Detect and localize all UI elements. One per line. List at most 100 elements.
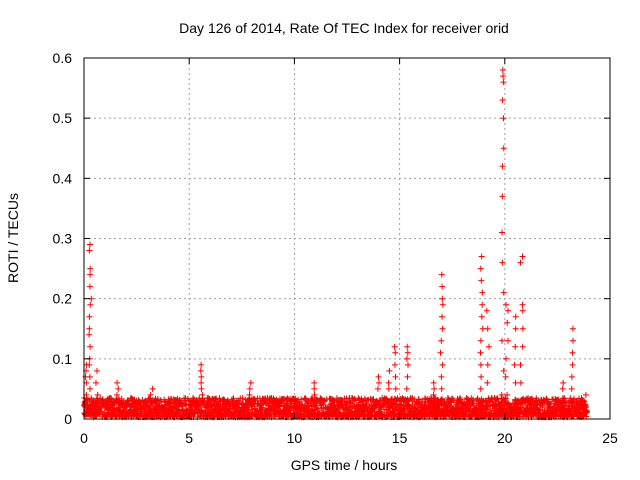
data-point: [94, 391, 101, 398]
data-point: [570, 337, 576, 344]
data-point: [86, 247, 93, 254]
data-point: [517, 379, 524, 386]
data-point: [87, 265, 94, 272]
data-point: [512, 325, 519, 332]
data-point: [483, 397, 490, 404]
data-point: [391, 343, 398, 350]
data-point: [86, 313, 93, 320]
data-point: [502, 373, 509, 380]
data-point: [86, 397, 93, 404]
data-point: [392, 385, 399, 392]
data-point: [247, 379, 254, 386]
data-point: [439, 325, 446, 332]
data-point: [375, 373, 382, 380]
data-point: [499, 259, 506, 266]
data-point: [477, 349, 484, 356]
data-point: [518, 397, 525, 404]
data-point: [431, 385, 438, 392]
data-point: [87, 343, 94, 350]
y-tick-label: 0.3: [53, 231, 73, 247]
data-point: [519, 253, 526, 260]
y-tick-labels: 0 0.1 0.2 0.3 0.4 0.5 0.6: [53, 50, 73, 427]
data-point: [519, 325, 526, 332]
y-tick-label: 0.5: [53, 110, 73, 126]
data-point: [437, 349, 444, 356]
data-point: [500, 289, 507, 296]
data-point: [568, 373, 575, 380]
data-point: [582, 404, 589, 410]
data-point: [431, 397, 438, 404]
data-point: [430, 391, 437, 398]
data-point: [86, 331, 93, 338]
data-point: [584, 409, 590, 416]
data-point: [115, 397, 122, 404]
data-point: [519, 301, 526, 308]
y-tick-label: 0.4: [53, 170, 73, 186]
data-point: [479, 289, 486, 296]
y-tick-label: 0.6: [53, 50, 73, 66]
data-point: [87, 301, 94, 308]
data-point: [437, 397, 444, 404]
data-point: [502, 395, 509, 402]
data-point: [483, 307, 490, 314]
data-point: [569, 349, 576, 356]
data-point: [114, 379, 121, 386]
data-point: [499, 67, 506, 73]
axis-ticks: [83, 57, 611, 420]
data-point: [504, 391, 511, 398]
data-point: [311, 385, 318, 392]
data-point: [477, 385, 484, 392]
data-point: [580, 397, 587, 404]
data-point: [245, 408, 252, 415]
data-point: [568, 385, 575, 392]
data-point: [197, 397, 204, 404]
data-point: [93, 379, 99, 386]
data-point: [86, 283, 93, 290]
data-point: [499, 97, 506, 104]
data-point: [385, 379, 392, 386]
y-tick-label: 0: [64, 411, 72, 427]
data-point: [94, 367, 100, 374]
data-point: [477, 265, 484, 272]
x-tick-labels: 0 5 10 15 20 25: [80, 430, 618, 446]
data-point: [519, 343, 526, 350]
x-tick-label: 25: [602, 430, 618, 446]
data-point: [198, 361, 205, 368]
data-point: [512, 313, 519, 320]
x-tick-label: 5: [185, 430, 193, 446]
data-point: [114, 391, 120, 398]
data-point: [246, 391, 253, 398]
data-point: [376, 397, 383, 404]
data-point: [499, 163, 506, 170]
data-point: [517, 259, 524, 266]
data-point: [478, 253, 485, 260]
data-point: [403, 355, 410, 362]
data-point: [370, 396, 377, 403]
data-point: [581, 401, 588, 408]
data-point: [392, 373, 399, 380]
data-point: [386, 367, 393, 374]
data-point: [484, 325, 491, 332]
chart-title: Day 126 of 2014, Rate Of TEC Index for r…: [179, 20, 509, 36]
data-point: [519, 307, 526, 314]
data-point: [391, 397, 398, 404]
data-point: [385, 385, 392, 392]
data-point: [500, 79, 507, 86]
data-point: [499, 337, 505, 344]
data-point: [512, 379, 519, 386]
data-point: [246, 385, 253, 392]
data-point: [199, 391, 206, 398]
data-point: [439, 283, 446, 290]
data-point: [404, 373, 411, 380]
data-point: [500, 115, 507, 122]
y-axis-label: ROTI / TECUs: [5, 193, 21, 283]
data-point: [505, 337, 511, 344]
grid-lines: [84, 58, 610, 419]
data-point: [242, 396, 249, 403]
data-point: [439, 295, 446, 302]
data-point: [478, 313, 485, 320]
data-point: [529, 399, 536, 406]
data-point: [404, 349, 411, 356]
y-tick-label: 0.1: [53, 351, 73, 367]
